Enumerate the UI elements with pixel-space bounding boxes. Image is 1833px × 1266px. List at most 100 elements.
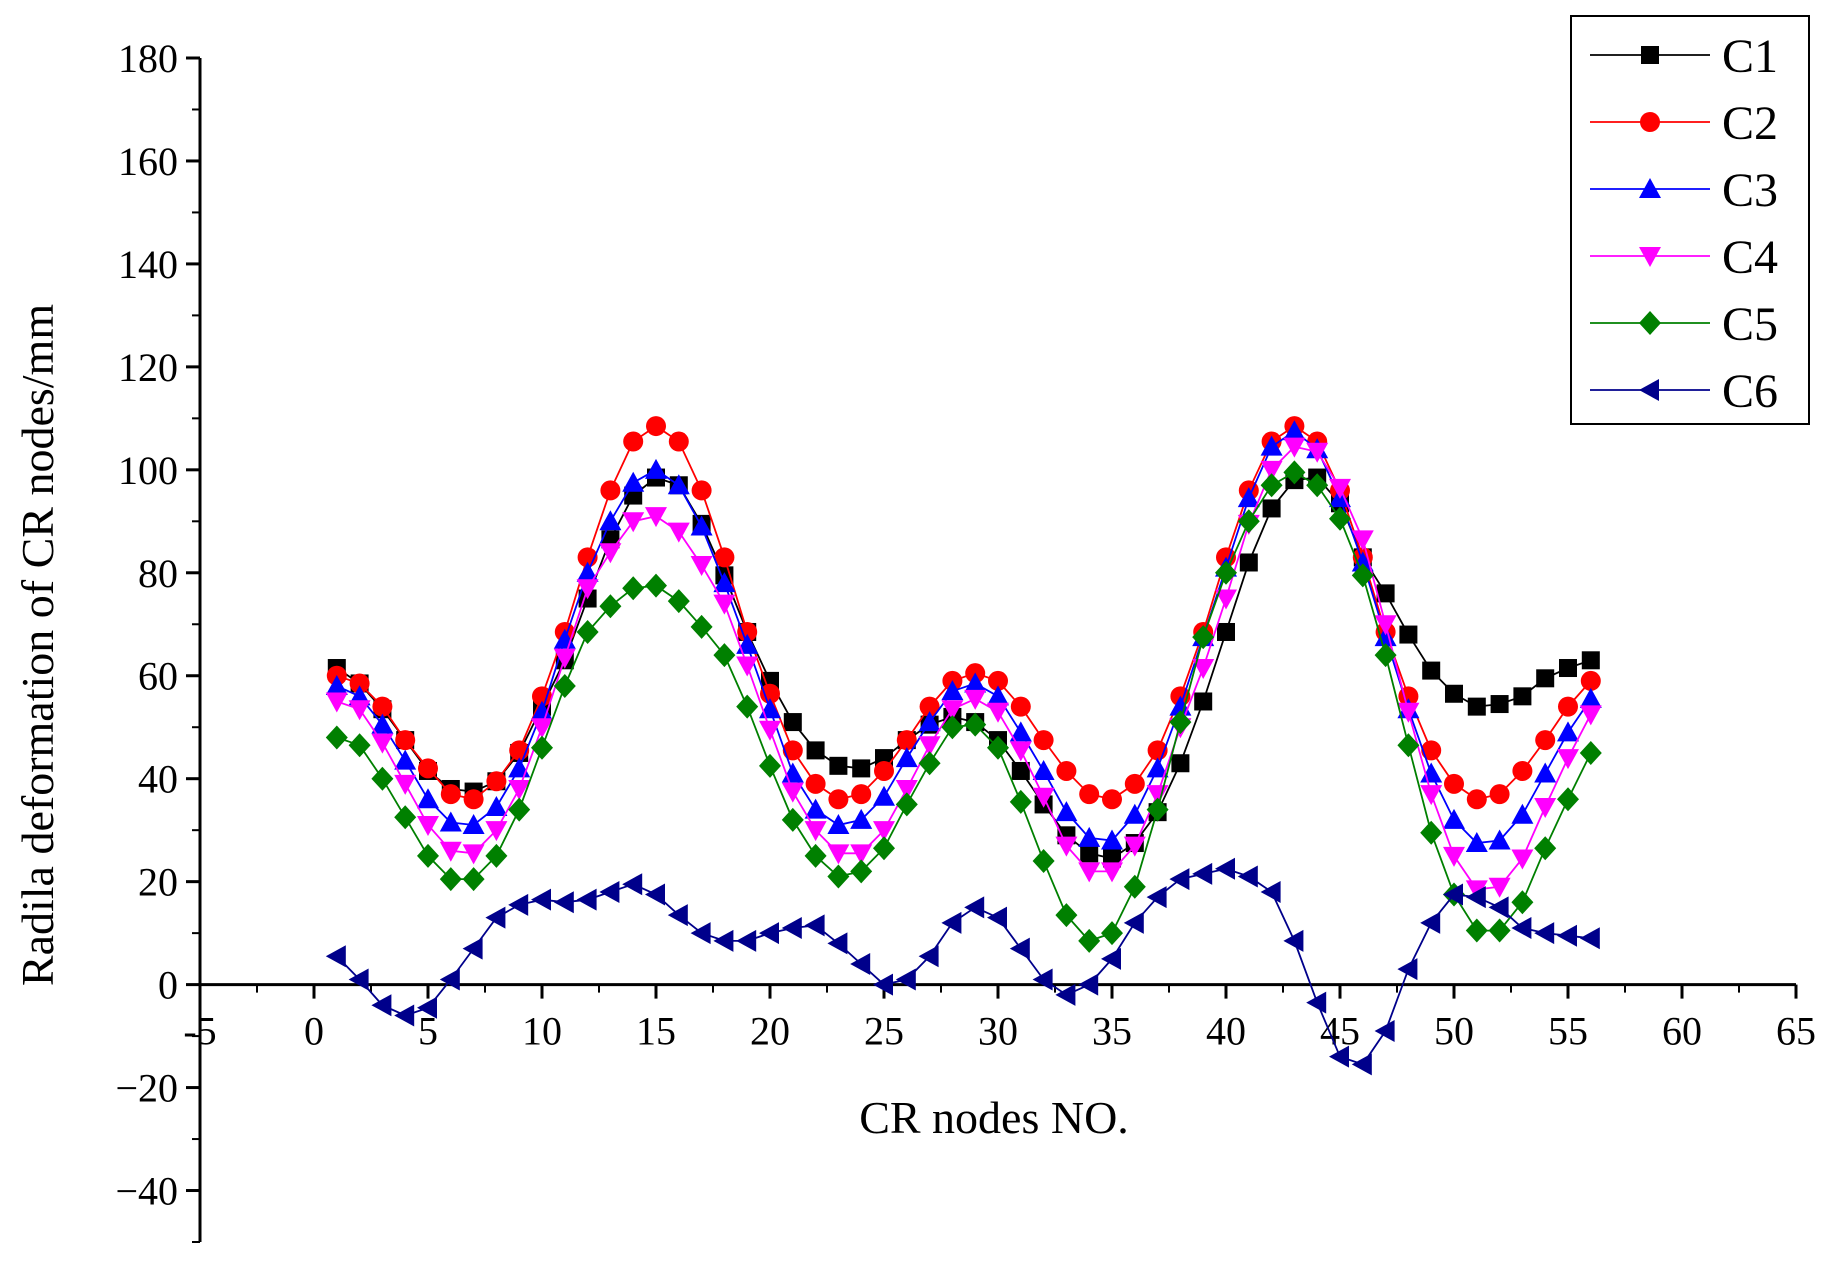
data-point-c3: [1101, 829, 1123, 850]
y-tick-label: 160: [118, 139, 178, 184]
data-point-c5: [599, 594, 622, 619]
data-point-c3: [1146, 757, 1169, 778]
data-point-c6: [1488, 896, 1509, 919]
data-point-c6: [417, 996, 437, 1019]
data-point-c6: [736, 929, 757, 952]
data-point-c3: [531, 700, 553, 721]
data-point-c5: [1078, 928, 1101, 953]
data-point-c5: [1351, 563, 1374, 588]
data-point-c2: [760, 683, 780, 704]
data-point-c5: [1101, 921, 1123, 946]
data-point-c6: [1374, 1019, 1395, 1042]
data-point-c3: [1260, 435, 1283, 456]
data-point-c5: [1283, 460, 1306, 485]
data-point-c6: [1260, 880, 1281, 903]
x-tick-label: 0: [304, 1009, 324, 1054]
x-tick-label: 5: [418, 1009, 438, 1054]
data-point-c5: [781, 807, 804, 832]
data-point-c5: [804, 843, 827, 868]
data-point-c3: [645, 458, 667, 479]
data-point-c3: [485, 796, 508, 817]
data-point-c2: [1489, 784, 1510, 805]
data-point-c6: [1237, 865, 1258, 888]
data-point-c5: [827, 864, 850, 889]
data-point-c5: [622, 576, 645, 601]
data-point-c6: [576, 888, 597, 911]
data-point-c2: [1079, 784, 1100, 805]
data-point-c4: [1557, 749, 1579, 770]
data-point-c3: [1032, 759, 1055, 780]
data-point-c4: [1443, 846, 1465, 867]
data-point-c2: [1444, 773, 1464, 794]
data-point-c5: [1055, 903, 1078, 928]
data-point-c5: [1260, 473, 1283, 498]
data-point-c5: [1420, 820, 1443, 845]
data-point-c3: [394, 749, 417, 770]
data-point-c4: [1329, 478, 1351, 499]
data-point-c4: [531, 718, 553, 739]
data-point-c5: [348, 733, 371, 758]
series-c4: [325, 437, 1602, 901]
data-point-c5: [1009, 789, 1032, 814]
data-point-c4: [1579, 705, 1602, 726]
data-point-c4: [804, 821, 827, 842]
data-point-c5: [439, 867, 462, 892]
data-point-c2: [805, 773, 826, 794]
data-point-c6: [895, 968, 916, 991]
data-point-c3: [827, 814, 850, 835]
data-point-c6: [827, 932, 848, 955]
data-point-c4: [759, 720, 781, 741]
x-tick-label: 35: [1092, 1009, 1132, 1054]
data-point-c4: [1032, 787, 1055, 808]
data-point-c2: [1466, 789, 1487, 810]
data-point-c4: [1511, 849, 1534, 870]
data-point-c2: [418, 758, 438, 779]
y-tick-label: 140: [118, 242, 178, 287]
data-point-c6: [325, 945, 346, 968]
data-point-c4: [667, 522, 690, 543]
data-point-c2: [919, 696, 940, 717]
data-point-c4: [348, 700, 371, 721]
x-tick-label: 15: [636, 1009, 676, 1054]
data-point-c6: [1283, 929, 1304, 952]
chart-series: [325, 416, 1602, 1076]
data-point-c2: [874, 760, 894, 781]
data-point-c6: [371, 994, 392, 1017]
data-point-c4: [1078, 862, 1101, 883]
data-point-c1: [829, 756, 848, 775]
data-point-c3: [1488, 829, 1511, 850]
data-point-c6: [599, 880, 620, 903]
data-point-c5: [895, 792, 918, 817]
data-point-c1: [1217, 622, 1235, 641]
data-point-c2: [600, 480, 621, 501]
data-point-c3: [1443, 808, 1465, 829]
y-tick-label: 80: [138, 551, 178, 596]
data-point-c5: [1032, 849, 1055, 874]
x-tick-label: 55: [1548, 1009, 1588, 1054]
data-point-c6: [1329, 1045, 1349, 1068]
data-point-c3: [987, 685, 1009, 706]
data-point-c5: [1397, 733, 1420, 758]
data-point-c4: [918, 736, 941, 757]
data-point-c1: [1513, 687, 1532, 706]
data-point-c5: [553, 674, 576, 699]
data-point-c6: [1465, 886, 1486, 909]
data-point-c3: [850, 808, 873, 829]
data-point-c3: [1123, 803, 1146, 824]
data-point-c6: [804, 914, 825, 937]
series-line-c5: [336, 471, 1592, 942]
x-tick-label: 10: [522, 1009, 562, 1054]
series-line-c1: [336, 476, 1592, 860]
data-point-c2: [828, 789, 849, 810]
legend-item-c2: C2: [1590, 97, 1778, 150]
data-point-c4: [1374, 615, 1397, 636]
data-point-c6: [1055, 983, 1076, 1006]
data-point-c1: [783, 713, 802, 732]
data-point-c1: [1194, 692, 1213, 711]
legend-item-c5: C5: [1590, 298, 1778, 351]
data-point-c3: [1055, 801, 1078, 822]
data-point-c6: [439, 968, 460, 991]
data-point-c6: [713, 929, 734, 952]
data-point-c1: [1011, 761, 1030, 780]
data-point-c6: [1009, 937, 1030, 960]
